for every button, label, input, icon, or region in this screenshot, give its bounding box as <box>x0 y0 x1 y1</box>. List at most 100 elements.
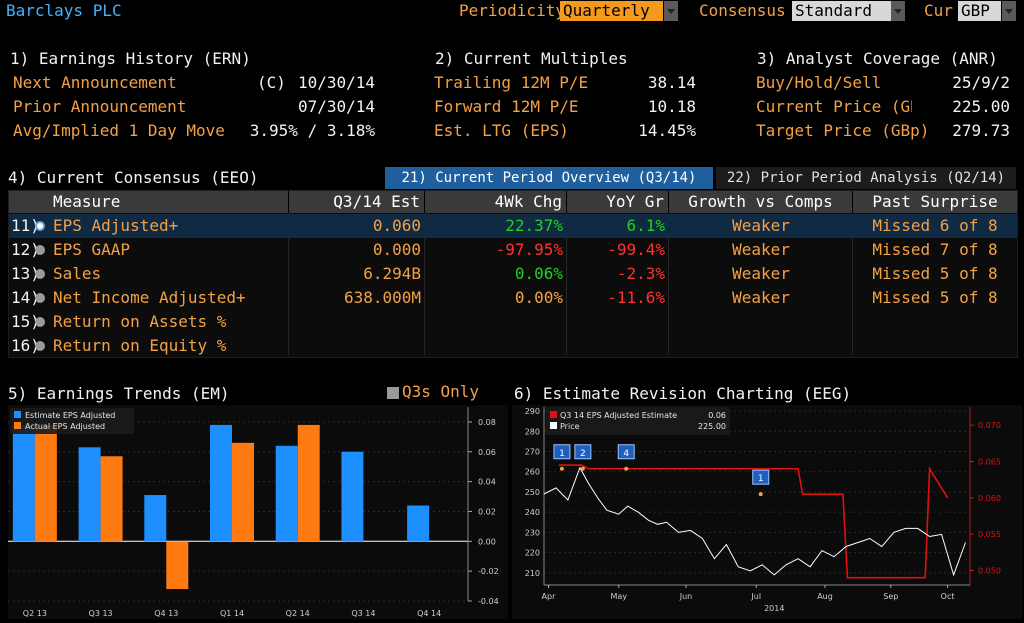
consensus-dropdown[interactable]: Standard <box>792 1 891 21</box>
bar-actual <box>232 442 254 542</box>
buy-hold-sell-value: 25/9/2 <box>952 73 1010 92</box>
legend-price-label: Price <box>560 422 580 431</box>
y-tick-label: 0.06 <box>478 448 496 457</box>
yoy-value: -11.6% <box>607 288 665 307</box>
radio-selected-icon[interactable] <box>35 221 45 231</box>
earnings-trends-title[interactable]: 5) Earnings Trends (EM) <box>8 384 230 403</box>
periodicity-chevron-down-icon[interactable] <box>664 1 678 21</box>
analyst-coverage-title[interactable]: 3) Analyst Coverage (ANR) <box>757 49 998 68</box>
y-left-tick-label: 260 <box>525 468 540 477</box>
bar-actual <box>297 424 320 542</box>
col-4wk-chg[interactable]: 4Wk Chg <box>425 191 567 213</box>
revision-marker-label: 4 <box>623 449 629 459</box>
revision-dot <box>758 492 763 497</box>
currency-label: Cur <box>924 1 953 20</box>
radio-icon[interactable] <box>35 317 45 327</box>
growth-value: Weaker <box>732 240 790 259</box>
prior-announcement-value: 07/30/14 <box>297 97 375 116</box>
measure-label[interactable]: EPS GAAP <box>53 240 131 259</box>
y-left-tick-label: 270 <box>525 448 540 457</box>
col-measure[interactable]: Measure <box>9 191 289 213</box>
measure-label[interactable]: Return on Equity % <box>53 336 227 355</box>
col-est[interactable]: Q3/14 Est <box>289 191 425 213</box>
measure-label[interactable]: EPS Adjusted+ <box>53 216 179 235</box>
yoy-value: -99.4% <box>607 240 665 259</box>
tab-current-period[interactable]: 21) Current Period Overview (Q3/14) <box>385 167 713 189</box>
yoy-value: 6.1% <box>626 216 665 235</box>
est-value: 0.000 <box>372 240 421 259</box>
table-row-eps-adjusted[interactable]: 11) EPS Adjusted+ 0.060 22.37% 6.1% Weak… <box>9 214 1017 238</box>
measure-label[interactable]: Net Income Adjusted+ <box>53 288 246 307</box>
surprise-value: Missed 5 of 8 <box>872 264 998 283</box>
col-yoy-gr[interactable]: YoY Gr <box>567 191 669 213</box>
row-number: 11) <box>11 216 40 235</box>
est-ltg-label: Est. LTG (EPS) <box>434 121 569 140</box>
revision-dot <box>624 466 629 471</box>
avg-implied-move-label: Avg/Implied 1 Day Move <box>13 121 225 140</box>
row-number: 13) <box>11 264 40 283</box>
legend-label: Estimate EPS Adjusted <box>25 411 115 420</box>
x-tick-label: Q1 14 <box>220 609 244 618</box>
radio-icon[interactable] <box>35 341 45 351</box>
current-multiples-title[interactable]: 2) Current Multiples <box>435 49 628 68</box>
chg-value: 0.06% <box>514 264 563 283</box>
radio-icon[interactable] <box>35 245 45 255</box>
tab-prior-period[interactable]: 22) Prior Period Analysis (Q2/14) <box>716 167 1016 189</box>
table-row-roe[interactable]: 16) Return on Equity % <box>9 334 1017 356</box>
table-row-sales[interactable]: 13) Sales 6.294B 0.06% -2.3% Weaker Miss… <box>9 262 1017 286</box>
forward-pe-label: Forward 12M P/E <box>434 97 579 116</box>
earnings-trends-svg: 0.08 0.06 0.04 0.02 0.00 -0.02 -0.04 Q2 13 Q3 13… <box>8 407 499 618</box>
bar-actual <box>100 456 123 542</box>
measure-label[interactable]: Return on Assets % <box>53 312 227 331</box>
x-tick-label: Oct <box>941 592 955 601</box>
revision-chart-title[interactable]: 6) Estimate Revision Charting (EEG) <box>514 384 852 403</box>
legend-box <box>10 408 134 434</box>
col-past-surprise[interactable]: Past Surprise <box>853 191 1017 213</box>
revision-chart: 290 280 270 260 250 240 230 220 210 0.070 0.065 0.0… <box>512 405 1022 619</box>
bar-estimate <box>407 505 430 542</box>
radio-icon[interactable] <box>35 293 45 303</box>
earnings-trends-chart: 0.08 0.06 0.04 0.02 0.00 -0.02 -0.04 Q2 13 Q3 13… <box>8 405 508 619</box>
consensus-chevron-down-icon[interactable] <box>891 1 905 21</box>
earnings-history-title[interactable]: 1) Earnings History (ERN) <box>10 49 251 68</box>
measure-label[interactable]: Sales <box>53 264 102 283</box>
revision-marker-label: 2 <box>580 449 586 459</box>
y-right-tick-label: 0.065 <box>978 457 1001 466</box>
table-row-net-income[interactable]: 14) Net Income Adjusted+ 638.000M 0.00% … <box>9 286 1017 310</box>
current-price-label: Current Price (GBp <box>756 97 912 116</box>
trailing-pe-label: Trailing 12M P/E <box>434 73 589 92</box>
radio-icon[interactable] <box>35 269 45 279</box>
legend-swatch <box>14 411 21 418</box>
prior-announcement-label: Prior Announcement <box>13 97 187 116</box>
est-ltg-value: 14.45% <box>638 121 696 140</box>
periodicity-dropdown[interactable]: Quarterly <box>560 1 663 21</box>
row-number: 16) <box>11 336 40 355</box>
y-left-tick-label: 230 <box>525 528 540 537</box>
currency-chevron-down-icon[interactable] <box>1002 1 1016 21</box>
buy-hold-sell-label: Buy/Hold/Sell <box>756 73 882 92</box>
target-price-label: Target Price (GBp) <box>756 121 930 140</box>
page-title: Barclays PLC <box>6 1 122 20</box>
consensus-label: Consensus <box>699 1 786 20</box>
est-value: 6.294B <box>363 264 421 283</box>
y-right-tick-label: 0.060 <box>978 494 1001 503</box>
revision-marker <box>553 444 571 460</box>
chg-value: -97.95% <box>495 240 563 259</box>
q3s-only-label[interactable]: Q3s Only <box>402 382 480 401</box>
bar-estimate <box>78 447 101 542</box>
table-row-roa[interactable]: 15) Return on Assets % <box>9 310 1017 334</box>
legend-swatch-price <box>550 422 557 429</box>
table-row-eps-gaap[interactable]: 12) EPS GAAP 0.000 -97.95% -99.4% Weaker… <box>9 238 1017 262</box>
y-left-tick-label: 210 <box>525 569 540 578</box>
currency-dropdown[interactable]: GBP <box>958 1 1001 21</box>
x-tick-label: Q3 14 <box>351 609 375 618</box>
legend-price-value: 225.00 <box>698 422 726 431</box>
q3s-only-checkbox[interactable] <box>387 387 399 399</box>
chg-value: 0.00% <box>514 288 563 307</box>
y-tick-label: -0.02 <box>478 567 499 576</box>
legend-estimate-label: Q3 14 EPS Adjusted Estimate <box>560 411 677 420</box>
target-price-value: 279.73 <box>952 121 1010 140</box>
current-consensus-title[interactable]: 4) Current Consensus (EEO) <box>8 168 259 187</box>
y-left-tick-label: 280 <box>525 427 540 436</box>
col-growth-vs-comps[interactable]: Growth vs Comps <box>669 191 853 213</box>
